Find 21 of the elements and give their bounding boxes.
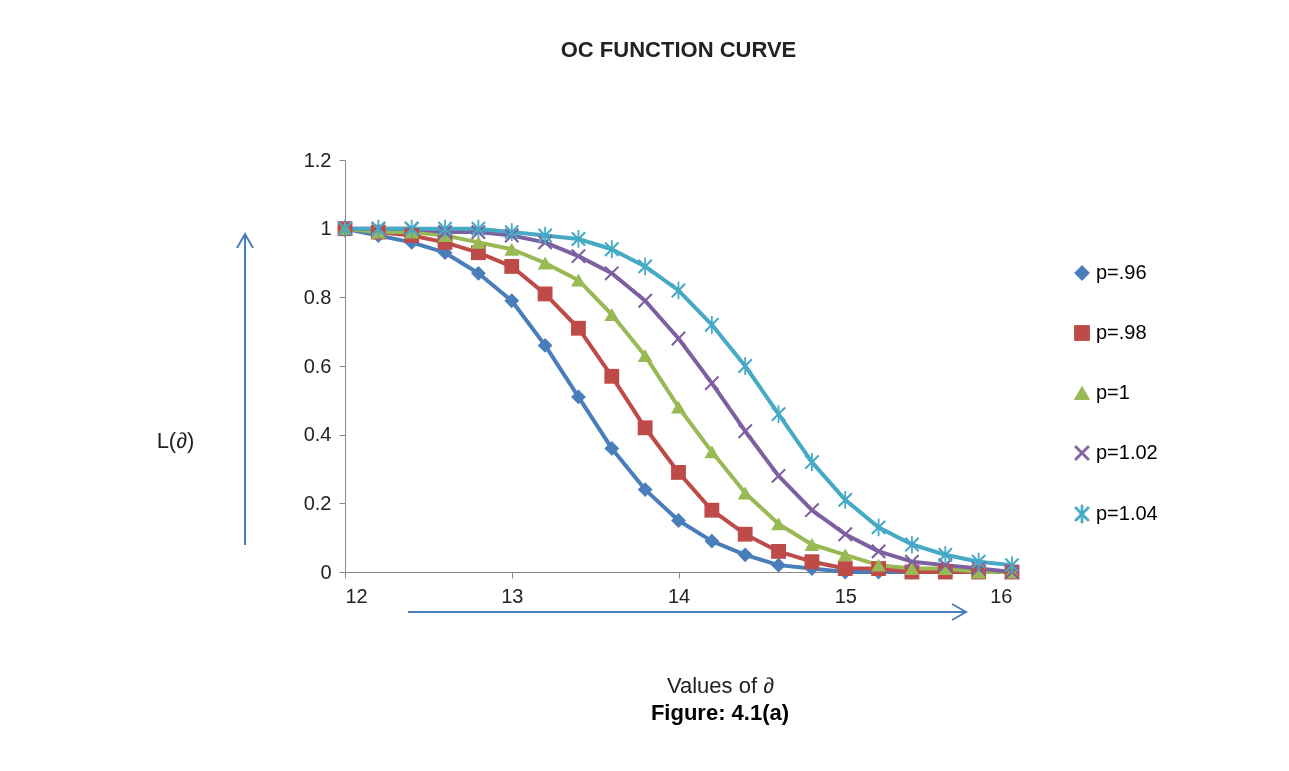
y-tick-label: 0 — [320, 560, 332, 583]
y-tick-label: 0.8 — [303, 285, 332, 308]
y-tick-label: 0.2 — [303, 491, 332, 514]
x-tick-label: 16 — [990, 584, 1013, 607]
y-tick-label: 0.6 — [303, 354, 332, 377]
x-tick-label: 13 — [501, 584, 524, 607]
chart-title: OC FUNCTION CURVE — [560, 37, 797, 62]
text: Figure: 4.1(a) — [649, 700, 791, 726]
x-tick-label: 14 — [667, 584, 691, 607]
x-tick-label: 12 — [345, 584, 368, 607]
legend-label: p=.96 — [1096, 261, 1147, 283]
legend-label: p=1 — [1096, 381, 1130, 403]
y-axis-title: L(∂) — [156, 427, 195, 453]
legend-label: p=.98 — [1096, 321, 1147, 343]
y-tick-label: 1.2 — [303, 148, 332, 171]
x-axis-title: Values of ∂ — [666, 672, 775, 698]
legend-label: p=1.02 — [1096, 441, 1158, 463]
legend-label: p=1.04 — [1096, 502, 1158, 524]
y-tick-label: 0.4 — [303, 423, 332, 446]
y-tick-label: 1 — [320, 217, 332, 240]
x-tick-label: 15 — [834, 584, 857, 607]
